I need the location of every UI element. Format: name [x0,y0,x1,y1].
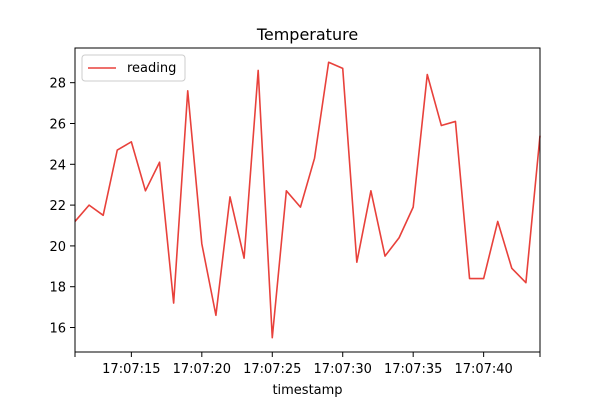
legend-label-reading: reading [127,61,176,76]
y-tick-label: 16 [49,322,66,337]
legend: reading [81,54,186,82]
x-axis-label: timestamp [272,383,342,398]
series-group [74,61,541,339]
x-tick-label: 17:07:25 [243,362,301,377]
x-tick-label: 17:07:40 [454,362,512,377]
legend-box [81,54,186,82]
axes-frame [74,47,541,353]
y-tick-label: 26 [49,117,66,132]
y-tick-label: 22 [49,199,66,214]
x-tick-label: 17:07:20 [173,362,231,377]
x-tick-label: 17:07:30 [314,362,372,377]
series-line-reading [74,61,541,339]
x-tick-label: 17:07:15 [102,362,160,377]
y-tick-label: 18 [49,281,66,296]
y-tick-label: 20 [49,240,66,255]
y-axis-ticks: 16 18 20 22 24 26 28 [49,77,75,337]
y-tick-label: 28 [49,77,66,92]
chart-title: Temperature [256,25,358,44]
x-tick-label: 17:07:35 [384,362,442,377]
x-axis-ticks: 17:07:15 17:07:20 17:07:25 17:07:30 17:07:35… [74,352,541,377]
y-tick-label: 24 [49,158,66,173]
plot-area: 17:07:15 17:07:20 17:07:25 17:07:30 17:07:35… [49,47,541,377]
